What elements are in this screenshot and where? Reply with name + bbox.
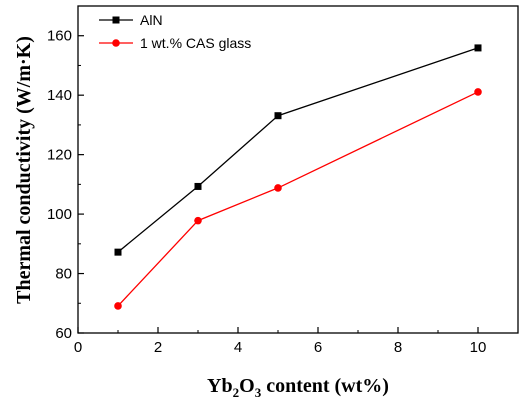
y-tick-label: 140 (47, 87, 72, 104)
x-title-sub-2: 2 (233, 385, 240, 400)
data-point-aln (114, 248, 122, 256)
y-axis-title: Thermal conductivity (W/m·K) (13, 36, 35, 304)
data-point-cas-glass (114, 302, 122, 310)
x-tick-label: 6 (314, 339, 322, 356)
x-tick-label: 0 (74, 339, 82, 356)
y-tick-label: 80 (55, 266, 72, 283)
y-tick-label: 100 (47, 206, 72, 223)
series-layer (114, 44, 482, 310)
x-title-o: O (239, 375, 255, 397)
y-tick-label: 120 (47, 147, 72, 164)
y-tick-label: 60 (55, 325, 72, 342)
x-title-yb: Yb (207, 375, 233, 397)
legend-marker-cas-glass (112, 39, 120, 47)
data-point-aln (474, 44, 482, 52)
legend: AlN 1 wt.% CAS glass (99, 12, 251, 51)
x-tick-label: 2 (154, 339, 162, 356)
x-tick-label: 8 (394, 339, 402, 356)
x-axis-title: Yb2O3 content (wt%) (207, 375, 389, 400)
y-tick-label: 160 (47, 28, 72, 45)
data-point-aln (194, 182, 202, 190)
y-axis-ticks: 60 80 100 120 140 160 (47, 28, 84, 342)
x-axis-ticks: 0 2 4 6 8 10 (74, 327, 487, 356)
data-point-cas-glass (474, 88, 482, 96)
legend-label-cas-glass: 1 wt.% CAS glass (140, 35, 251, 51)
data-point-cas-glass (194, 216, 202, 225)
data-point-aln (274, 112, 282, 120)
legend-label-aln: AlN (140, 12, 163, 28)
data-point-cas-glass (274, 184, 282, 192)
series-line-cas-glass (117, 91, 479, 307)
x-title-sub-3: 3 (255, 385, 262, 400)
x-tick-label: 4 (234, 339, 242, 356)
x-tick-label: 10 (470, 339, 487, 356)
x-title-rest: content (wt%) (261, 375, 389, 397)
legend-marker-aln (112, 16, 120, 24)
plot-frame (77, 5, 519, 334)
series-line-aln (117, 47, 479, 253)
